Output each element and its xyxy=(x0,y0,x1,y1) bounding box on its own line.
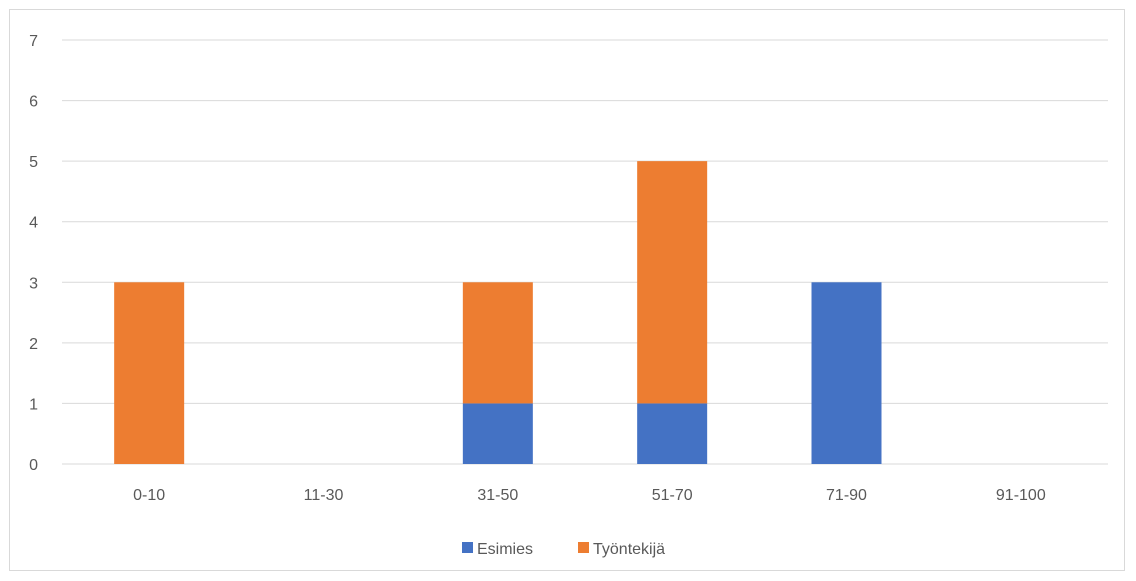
y-tick-label: 5 xyxy=(29,154,38,171)
legend-label: Esimies xyxy=(477,541,533,558)
legend-label: Työntekijä xyxy=(593,541,665,558)
y-tick-label: 4 xyxy=(29,215,38,232)
legend-swatch-ty-ntekij- xyxy=(578,542,589,553)
bars xyxy=(114,161,882,464)
x-tick-label: 91-100 xyxy=(996,487,1046,504)
legend-swatch-esimies xyxy=(462,542,473,553)
gridlines xyxy=(62,39,1108,465)
y-tick-label: 0 xyxy=(29,457,38,474)
y-tick-label: 7 xyxy=(29,33,38,50)
x-tick-label: 51-70 xyxy=(652,487,693,504)
bar-ty-ntekij--31-50 xyxy=(462,282,533,404)
x-axis-tick-labels: 0-10 11-30 31-50 51-70 71-90 91-100 xyxy=(133,487,1046,504)
y-axis-tick-labels: 0 1 2 3 4 5 6 7 xyxy=(29,33,38,474)
bar-ty-ntekij--51-70 xyxy=(637,161,708,404)
bar-ty-ntekij--0-10 xyxy=(114,282,185,464)
bar-esimies-71-90 xyxy=(811,282,882,464)
y-tick-label: 1 xyxy=(29,396,38,413)
y-tick-label: 2 xyxy=(29,336,38,353)
legend: Esimies Työntekijä xyxy=(462,541,665,558)
bar-esimies-31-50 xyxy=(462,403,533,464)
chart-frame xyxy=(9,9,1125,571)
y-tick-label: 3 xyxy=(29,275,38,292)
y-tick-label: 6 xyxy=(29,94,38,111)
x-tick-label: 31-50 xyxy=(477,487,518,504)
x-tick-label: 11-30 xyxy=(304,487,344,504)
x-tick-label: 71-90 xyxy=(826,487,867,504)
bar-esimies-51-70 xyxy=(637,403,708,464)
x-tick-label: 0-10 xyxy=(133,487,165,504)
